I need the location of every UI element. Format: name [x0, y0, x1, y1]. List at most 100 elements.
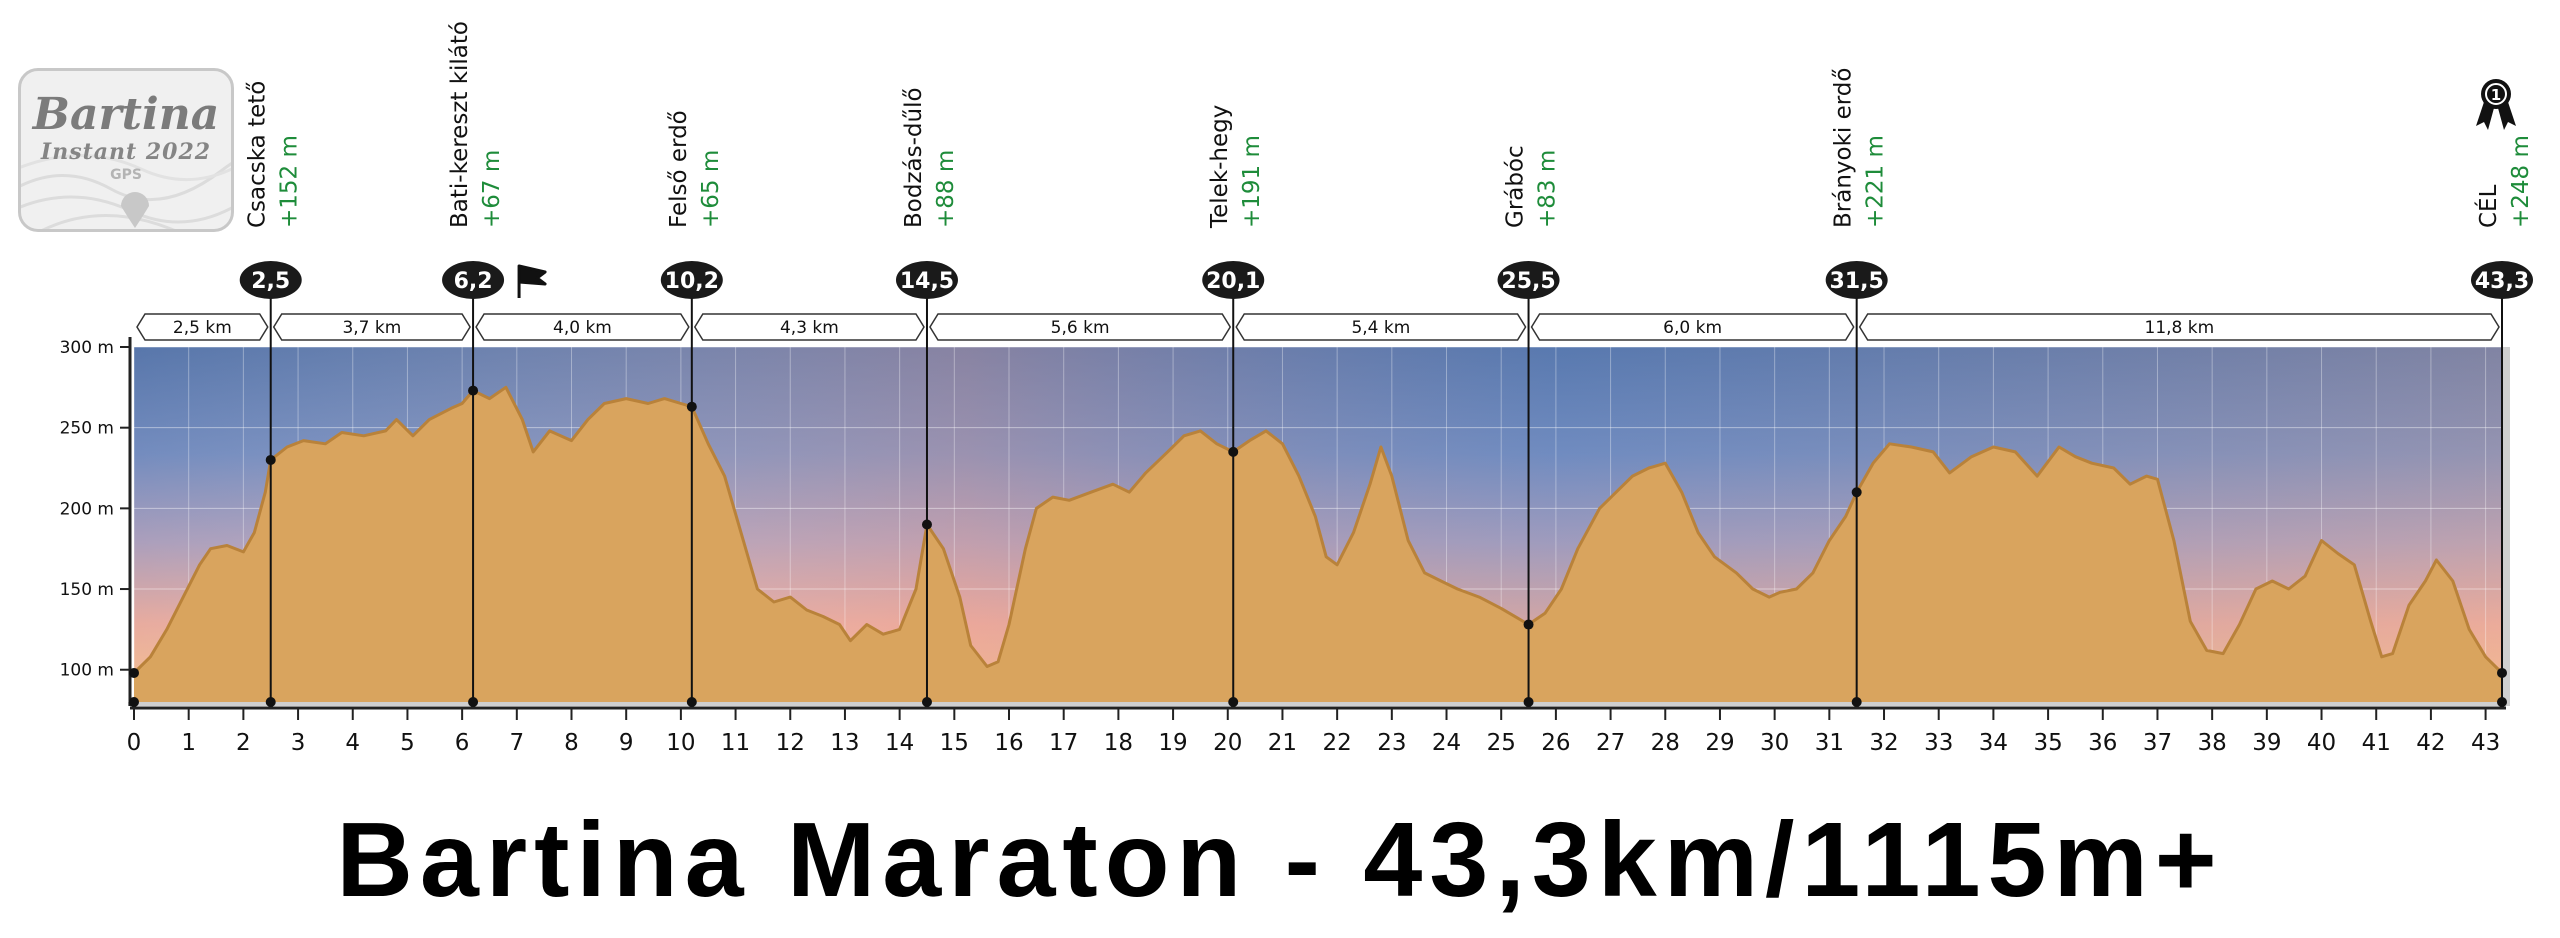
- x-tick-label: 1: [181, 730, 196, 756]
- checkpoint-point: [1228, 446, 1239, 457]
- x-tick-label: 7: [509, 730, 524, 756]
- checkpoint-name: Csacska tető: [245, 81, 271, 228]
- x-tick-label: 5: [400, 730, 415, 756]
- x-tick-label: 30: [1760, 730, 1789, 756]
- start-base-point: [129, 697, 139, 707]
- y-tick-label: 300 m: [60, 338, 114, 358]
- km-marker-badge: [1202, 261, 1265, 299]
- x-tick-label: 18: [1104, 730, 1133, 756]
- y-tick-label: 150 m: [60, 580, 114, 600]
- x-tick-label: 33: [1924, 730, 1953, 756]
- segment-distance-label: 3,7 km: [342, 318, 401, 338]
- x-tick-label: 14: [885, 730, 914, 756]
- checkpoint-point: [2497, 667, 2507, 678]
- x-tick-label: 2: [236, 730, 251, 756]
- x-tick-label: 28: [1651, 730, 1680, 756]
- bartina-instant-logo: Bartina Instant 2022 GPS: [18, 68, 234, 232]
- checkpoint-name: Felső erdő: [666, 110, 692, 228]
- km-marker-label: 10,2: [665, 269, 719, 294]
- flag-icon: [517, 264, 547, 298]
- segment-bracket: [1235, 313, 1527, 341]
- x-tick-label: 17: [1049, 730, 1078, 756]
- x-tick-label: 27: [1596, 730, 1625, 756]
- medal-ribbon-right: [2498, 102, 2516, 130]
- segment-bracket: [1858, 313, 2500, 341]
- km-marker-badge: [239, 261, 302, 299]
- segment-distance-label: 11,8 km: [2145, 318, 2215, 338]
- checkpoint-base-point: [2497, 697, 2507, 707]
- elevation-area: [134, 387, 2502, 702]
- km-marker-label: 20,1: [1206, 269, 1260, 294]
- km-marker-label: 14,5: [900, 269, 954, 294]
- segment-distance-label: 4,3 km: [780, 318, 839, 338]
- y-tick-label: 100 m: [60, 661, 114, 681]
- start-point: [129, 667, 139, 678]
- km-marker-label: 31,5: [1830, 269, 1884, 294]
- checkpoint-name: Bati-kereszt kilátó: [447, 21, 473, 228]
- x-tick-label: 40: [2307, 730, 2336, 756]
- checkpoint-climb: +67 m: [479, 150, 505, 228]
- segment-distance-label: 2,5 km: [173, 318, 232, 338]
- x-tick-label: 12: [776, 730, 805, 756]
- plot-bottom-border: [128, 702, 2510, 706]
- segment-bracket: [693, 313, 925, 341]
- segment-bracket: [475, 313, 690, 341]
- x-tick-label: 29: [1705, 730, 1734, 756]
- checkpoint-base-point: [686, 697, 697, 707]
- x-tick-label: 3: [291, 730, 306, 756]
- x-tick-label: 0: [127, 730, 142, 756]
- km-marker-badge: [2471, 261, 2533, 299]
- segment-distance-label: 5,4 km: [1351, 318, 1410, 338]
- x-tick-label: 16: [994, 730, 1023, 756]
- map-pin-icon: [121, 192, 149, 228]
- medal-icon: 1: [2476, 79, 2516, 130]
- y-tick-label: 200 m: [60, 499, 114, 519]
- x-tick-label: 43: [2471, 730, 2500, 756]
- checkpoint-base-point: [265, 697, 276, 707]
- x-tick-label: 19: [1158, 730, 1187, 756]
- x-tick-label: 26: [1541, 730, 1570, 756]
- elevation-line: [132, 385, 2504, 675]
- x-tick-label: 11: [721, 730, 750, 756]
- checkpoint-name: Bodzás-dűlő: [901, 87, 927, 228]
- checkpoint-point: [468, 385, 479, 396]
- checkpoint-point: [921, 519, 932, 530]
- medal-ring: [2485, 83, 2507, 105]
- x-tick-label: 10: [666, 730, 695, 756]
- segment-bracket: [1530, 313, 1855, 341]
- x-tick-label: 41: [2362, 730, 2391, 756]
- checkpoint-base-point: [1523, 697, 1534, 707]
- plot-right-border: [2502, 347, 2510, 706]
- x-tick-label: 24: [1432, 730, 1461, 756]
- km-marker-badge: [442, 261, 505, 299]
- x-tick-label: 20: [1213, 730, 1242, 756]
- x-tick-label: 8: [564, 730, 579, 756]
- km-marker-label: 6,2: [454, 269, 493, 294]
- logo-title: Bartina: [32, 89, 220, 140]
- x-tick-label: 31: [1815, 730, 1844, 756]
- x-tick-label: 25: [1487, 730, 1516, 756]
- checkpoint-climb: +221 m: [1863, 135, 1889, 228]
- checkpoint-name: Grábóc: [1503, 145, 1529, 228]
- km-marker-badge: [895, 261, 958, 299]
- x-tick-label: 4: [345, 730, 360, 756]
- x-tick-label: 6: [455, 730, 470, 756]
- km-marker-badge: [660, 261, 723, 299]
- logo-gps: GPS: [110, 167, 142, 183]
- x-tick-label: 22: [1323, 730, 1352, 756]
- checkpoint-base-point: [1851, 697, 1862, 707]
- x-tick-label: 38: [2198, 730, 2227, 756]
- checkpoint-climb: +65 m: [698, 150, 724, 228]
- checkpoint-base-point: [921, 697, 932, 707]
- segment-distance-label: 4,0 km: [553, 318, 612, 338]
- km-marker-badge: [1825, 261, 1888, 299]
- x-tick-label: 21: [1268, 730, 1297, 756]
- checkpoint-climb: +248 m: [2508, 135, 2534, 228]
- checkpoint-base-point: [468, 697, 479, 707]
- checkpoint-climb: +83 m: [1535, 150, 1561, 228]
- logo-subtitle: Instant 2022: [40, 139, 212, 165]
- checkpoint-name: Telek-hegy: [1207, 105, 1233, 229]
- chart-title: Bartina Maraton - 43,3km/1115m+: [336, 801, 2224, 919]
- x-tick-label: 13: [830, 730, 859, 756]
